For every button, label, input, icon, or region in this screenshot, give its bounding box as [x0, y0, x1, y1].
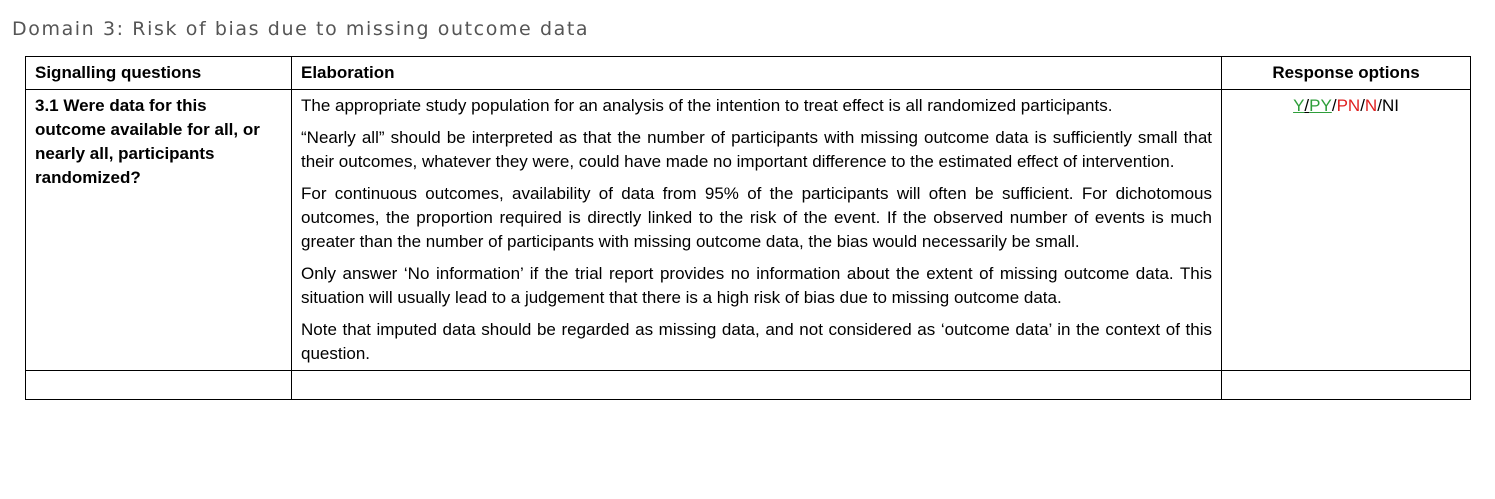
- table-row-next-partial: [25, 370, 1471, 400]
- question-cell: 3.1 Were data for this outcome available…: [25, 89, 292, 371]
- table-row: 3.1 Were data for this outcome available…: [25, 89, 1471, 371]
- header-elaboration: Elaboration: [291, 56, 1222, 90]
- header-response-options: Response options: [1221, 56, 1471, 90]
- domain-heading: Domain 3: Risk of bias due to missing ou…: [12, 18, 590, 40]
- response-separator: /: [1331, 96, 1337, 115]
- elaboration-paragraph: The appropriate study population for an …: [301, 96, 1113, 115]
- elaboration-paragraph: Note that imputed data should be regarde…: [301, 320, 1212, 363]
- response-options-cell: Y/PY/PN/N/NI: [1221, 89, 1471, 371]
- signalling-questions-table: Signalling questions Elaboration Respons…: [25, 56, 1471, 400]
- partial-cell: [1221, 370, 1471, 400]
- elaboration-paragraph: Only answer ‘No information’ if the tria…: [301, 264, 1212, 307]
- response-option-y: Y: [1293, 96, 1305, 115]
- partial-cell: [291, 370, 1222, 400]
- header-signalling-questions: Signalling questions: [25, 56, 292, 90]
- elaboration-paragraph: For continuous outcomes, availability of…: [301, 184, 1212, 251]
- response-separator: /: [1360, 96, 1365, 115]
- response-separator: /: [1377, 96, 1382, 115]
- response-option-n: N: [1364, 96, 1378, 115]
- partial-cell: [25, 370, 292, 400]
- elaboration-cell: The appropriate study population for an …: [291, 89, 1222, 371]
- elaboration-paragraph: “Nearly all” should be interpreted as th…: [301, 128, 1212, 171]
- signalling-question-3-1: 3.1 Were data for this outcome available…: [35, 96, 260, 187]
- response-separator: /: [1304, 96, 1310, 115]
- response-option-ni: NI: [1381, 96, 1399, 115]
- response-option-pn: PN: [1336, 96, 1361, 115]
- table-header-row: Signalling questions Elaboration Respons…: [25, 56, 1471, 90]
- response-option-py: PY: [1309, 96, 1332, 115]
